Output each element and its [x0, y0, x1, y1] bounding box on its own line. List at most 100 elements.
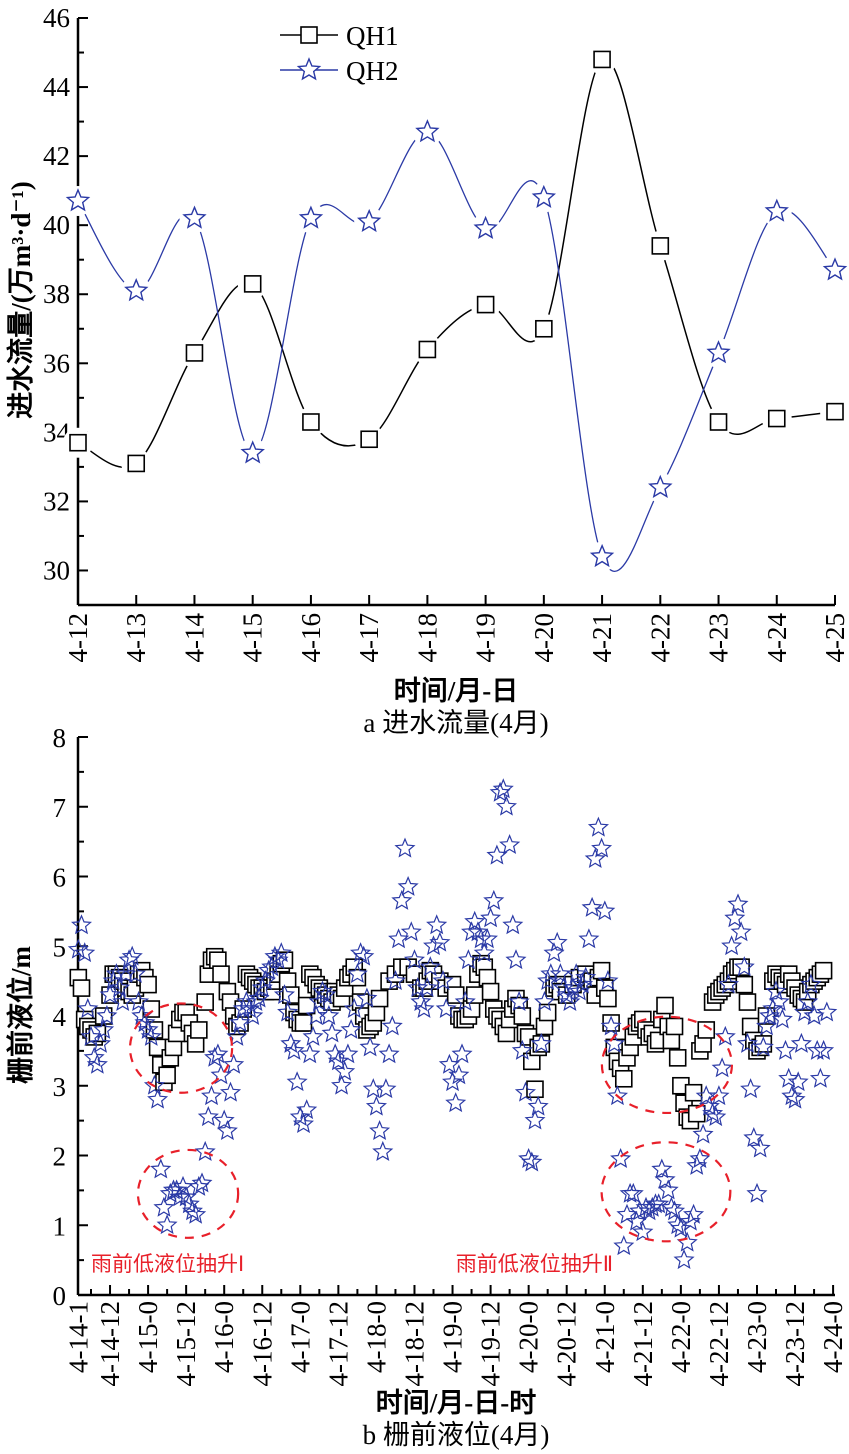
- data-point-qh2: [375, 1078, 397, 1099]
- data-point-qh2: [559, 990, 581, 1011]
- x-tick-label: 4-16-12: [247, 1301, 277, 1386]
- data-point-qh2: [527, 1095, 549, 1116]
- data-point-qh2: [248, 987, 270, 1008]
- x-tick-label: 4-24: [762, 613, 792, 663]
- data-point-qh1: [139, 975, 157, 994]
- data-point-qh2: [251, 977, 273, 998]
- data-point-qh1: [599, 989, 617, 1008]
- data-point-qh2: [308, 990, 330, 1011]
- data-point-qh1: [243, 275, 262, 293]
- data-point-qh2: [124, 963, 146, 984]
- x-tick-label: 4-17: [354, 613, 384, 663]
- data-point-qh2: [464, 910, 486, 931]
- data-point-qh2: [369, 1120, 391, 1141]
- data-point-qh2: [578, 928, 600, 949]
- data-point-qh2: [476, 928, 498, 949]
- data-point-qh2: [429, 931, 451, 952]
- data-point-qh1: [72, 979, 91, 997]
- data-point-qh1: [294, 1014, 313, 1032]
- data-point-qh2: [797, 990, 819, 1011]
- data-point-qh1: [735, 975, 754, 994]
- data-point-qh2: [597, 970, 619, 991]
- data-point-qh2: [480, 907, 502, 928]
- data-point-qh2: [413, 997, 435, 1018]
- data-point-qh1: [418, 340, 437, 359]
- data-point-qh2: [77, 997, 99, 1018]
- chart-caption: a 进水流量(4月): [363, 708, 548, 738]
- y-tick-label: 38: [43, 279, 70, 309]
- series-line-qh1: [77, 57, 836, 468]
- data-point-qh2: [356, 987, 378, 1008]
- data-point-qh1: [535, 319, 553, 338]
- data-point-qh2: [790, 1032, 812, 1053]
- data-point-qh2: [240, 440, 265, 464]
- x-tick-label: 4-20-0: [514, 1301, 544, 1373]
- data-point-qh2: [730, 921, 752, 942]
- x-tick-label: 4-22-12: [704, 1301, 734, 1386]
- data-point-qh2: [194, 1140, 216, 1161]
- data-point-qh2: [765, 980, 787, 1001]
- y-axis-title: 进水流量/(万m³·d⁻¹): [6, 181, 36, 418]
- data-point-qh2: [378, 1043, 400, 1064]
- data-point-qh2: [683, 1203, 705, 1224]
- data-point-qh1: [538, 1003, 557, 1022]
- x-tick-label: 4-17-12: [323, 1301, 353, 1386]
- data-point-qh2: [591, 837, 613, 858]
- data-point-qh2: [771, 1008, 793, 1029]
- data-point-qh2: [353, 945, 375, 966]
- data-point-qh2: [784, 1088, 806, 1109]
- data-point-qh2: [610, 1147, 632, 1168]
- data-point-qh2: [759, 1004, 781, 1025]
- x-tick-label: 4-17-0: [285, 1301, 315, 1373]
- data-point-qh2: [756, 1015, 777, 1036]
- data-point-qh1: [709, 413, 728, 431]
- data-point-qh1: [697, 1021, 716, 1039]
- data-point-qh2: [698, 1095, 720, 1116]
- data-point-qh1: [360, 430, 378, 449]
- y-tick-label: 8: [53, 723, 67, 753]
- data-point-qh2: [267, 949, 289, 970]
- data-point-qh2: [778, 1067, 800, 1088]
- data-point-qh1: [614, 1069, 633, 1088]
- data-point-qh2: [451, 1043, 473, 1064]
- data-point-qh2: [280, 1032, 302, 1053]
- x-tick-label: 4-14-12: [95, 1301, 125, 1386]
- data-point-qh2: [543, 942, 565, 963]
- x-tick-label: 4-21: [587, 613, 617, 663]
- data-point-qh2: [93, 1018, 115, 1039]
- y-tick-label: 2: [53, 1142, 67, 1172]
- data-point-qh2: [296, 1099, 318, 1120]
- data-point-qh2: [740, 1078, 762, 1099]
- data-point-qh2: [606, 1085, 629, 1106]
- x-tick-label: 4-22-0: [666, 1301, 696, 1373]
- data-point-qh2: [185, 1203, 207, 1224]
- data-point-qh2: [438, 1053, 460, 1074]
- data-point-qh2: [448, 1064, 470, 1085]
- data-point-qh2: [356, 208, 382, 233]
- data-point-qh2: [768, 990, 790, 1011]
- data-point-qh2: [134, 1011, 156, 1032]
- data-point-qh2: [676, 1231, 698, 1252]
- data-point-qh2: [388, 928, 410, 949]
- x-tick-label: 4-12: [63, 613, 93, 663]
- x-tick-label: 4-15-0: [133, 1301, 163, 1373]
- data-point-qh2: [140, 1025, 162, 1046]
- data-point-qh2: [793, 1001, 816, 1022]
- data-point-qh2: [594, 900, 616, 921]
- data-point-qh2: [575, 966, 597, 987]
- data-point-qh1: [481, 982, 500, 1001]
- data-point-qh2: [724, 907, 746, 928]
- data-point-qh2: [381, 1015, 403, 1036]
- y-tick-label: 30: [43, 555, 70, 585]
- data-point-qh2: [473, 215, 498, 239]
- legend-square-icon: [300, 26, 318, 44]
- annotation-ellipse: [128, 1002, 234, 1094]
- data-point-qh2: [530, 1032, 552, 1053]
- data-point-qh2: [489, 781, 511, 802]
- data-point-qh2: [625, 1210, 647, 1231]
- y-tick-label: 42: [43, 141, 70, 171]
- data-point-qh2: [648, 474, 673, 498]
- data-point-qh1: [196, 993, 214, 1011]
- data-point-qh2: [67, 938, 89, 959]
